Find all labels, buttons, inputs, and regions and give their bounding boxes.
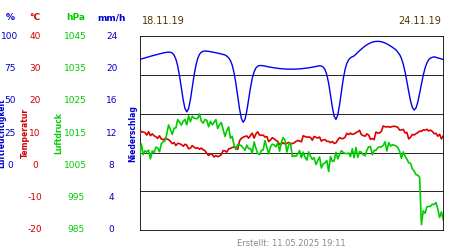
Text: 1005: 1005	[64, 161, 87, 170]
Text: 1035: 1035	[64, 64, 87, 73]
Text: 8: 8	[109, 161, 114, 170]
Text: 0: 0	[109, 226, 114, 234]
Text: 24: 24	[106, 32, 117, 41]
Text: 1025: 1025	[64, 96, 87, 105]
Text: 1015: 1015	[64, 129, 87, 138]
Text: 100: 100	[1, 32, 18, 41]
Text: °C: °C	[30, 14, 40, 22]
Text: %: %	[5, 14, 14, 22]
Text: 50: 50	[4, 96, 16, 105]
Text: Luftfeuchtigkeit: Luftfeuchtigkeit	[0, 98, 6, 168]
Text: Temperatur: Temperatur	[21, 108, 30, 158]
Text: Luftdruck: Luftdruck	[54, 112, 63, 154]
Text: 0: 0	[7, 161, 13, 170]
Text: 18.11.19: 18.11.19	[142, 16, 184, 26]
Text: 25: 25	[4, 129, 16, 138]
Text: 985: 985	[67, 226, 84, 234]
Text: 12: 12	[106, 129, 117, 138]
Text: 20: 20	[29, 96, 41, 105]
Text: 75: 75	[4, 64, 16, 73]
Text: 40: 40	[29, 32, 41, 41]
Text: Niederschlag: Niederschlag	[128, 105, 137, 162]
Text: 20: 20	[106, 64, 117, 73]
Text: 30: 30	[29, 64, 41, 73]
Text: 995: 995	[67, 193, 84, 202]
Text: 10: 10	[29, 129, 41, 138]
Text: 16: 16	[106, 96, 117, 105]
Text: -10: -10	[28, 193, 42, 202]
Text: -20: -20	[28, 226, 42, 234]
Text: 4: 4	[109, 193, 114, 202]
Text: Erstellt: 11.05.2025 19:11: Erstellt: 11.05.2025 19:11	[237, 238, 346, 248]
Text: hPa: hPa	[66, 14, 85, 22]
Text: mm/h: mm/h	[97, 14, 126, 22]
Text: 24.11.19: 24.11.19	[398, 16, 441, 26]
Text: 1045: 1045	[64, 32, 87, 41]
Text: 0: 0	[32, 161, 38, 170]
